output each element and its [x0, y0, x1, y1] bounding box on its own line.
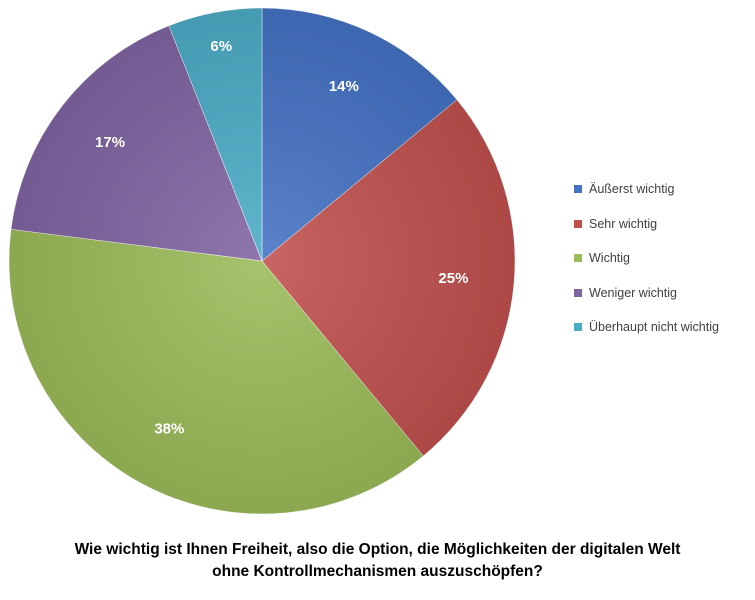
legend-swatch [574, 219, 582, 228]
slice-value-label: 6% [210, 38, 232, 55]
legend-label: Weniger wichtig [589, 285, 678, 300]
legend-swatch [574, 254, 582, 263]
legend-item-weniger-wichtig: Weniger wichtig [574, 276, 750, 311]
legend-label: Sehr wichtig [589, 216, 658, 231]
legend-swatch [574, 288, 582, 297]
legend-item-sehr-wichtig: Sehr wichtig [574, 207, 750, 242]
legend-item-ueberhaupt-nicht-wichtig: Überhaupt nicht wichtig [574, 310, 750, 345]
legend-label: Überhaupt nicht wichtig [589, 320, 719, 335]
legend-item-aeusserst-wichtig: Äußerst wichtig [574, 172, 750, 207]
legend-swatch [574, 185, 582, 194]
chart-legend: Äußerst wichtig Sehr wichtig Wichtig Wen… [574, 172, 750, 345]
chart-title-line-1: Wie wichtig ist Ihnen Freiheit, also die… [74, 541, 681, 558]
chart-title-line-2: ohne Kontrollmechanismen auszuschöpfen? [212, 563, 543, 580]
slice-value-label: 38% [154, 420, 184, 437]
chart-title: Wie wichtig ist Ihnen Freiheit, also die… [0, 539, 755, 583]
legend-swatch [574, 323, 582, 332]
slice-value-label: 14% [329, 78, 359, 95]
slice-value-label: 25% [438, 270, 468, 287]
legend-label: Äußerst wichtig [589, 182, 675, 197]
legend-item-wichtig: Wichtig [574, 241, 750, 276]
legend-label: Wichtig [589, 251, 630, 266]
slice-value-label: 17% [95, 134, 125, 151]
